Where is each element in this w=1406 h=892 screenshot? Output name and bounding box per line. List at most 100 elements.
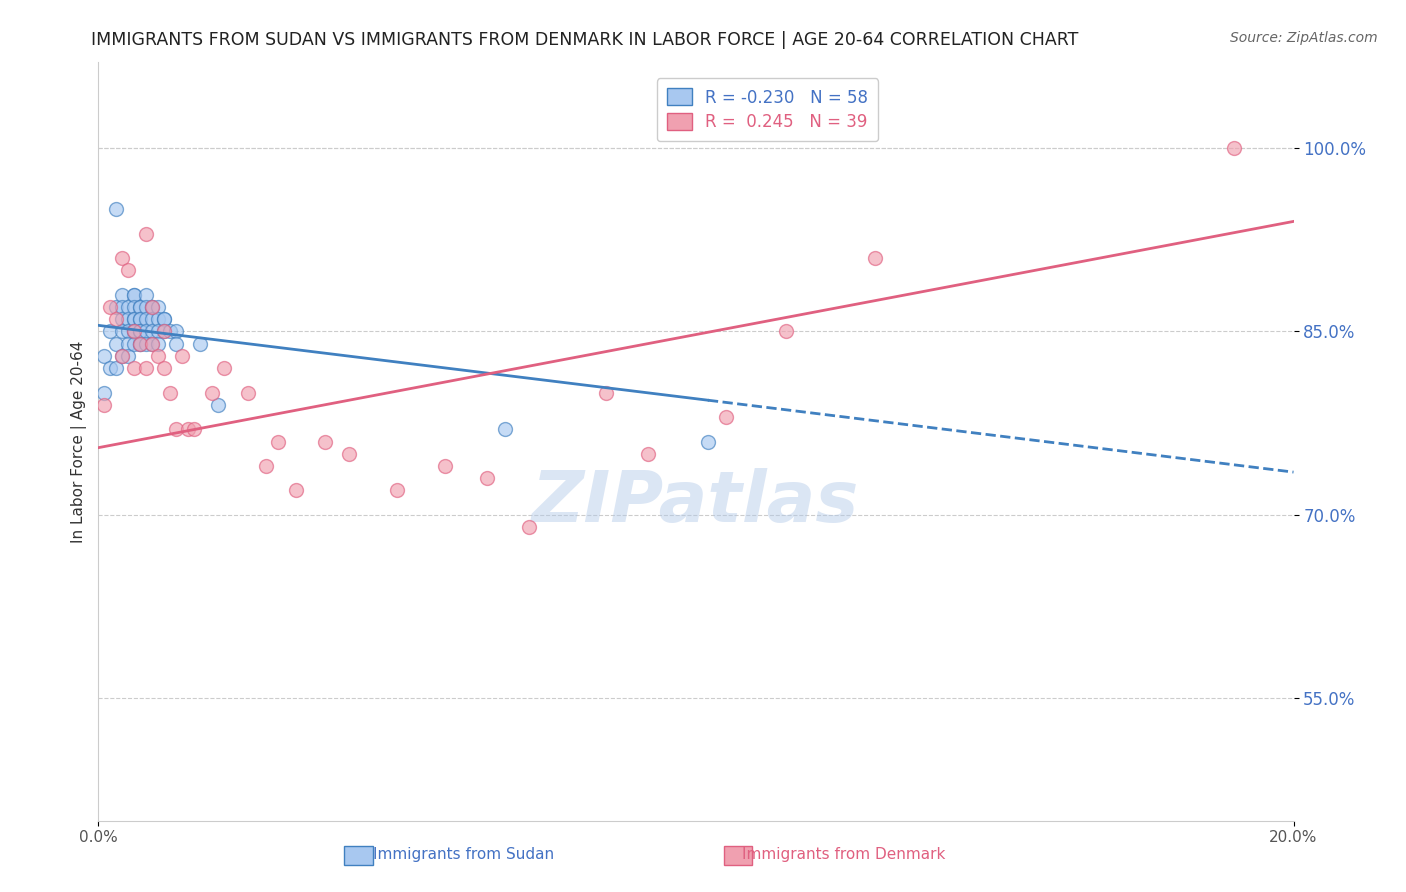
Point xyxy=(141,300,163,314)
Point xyxy=(98,361,122,376)
Point xyxy=(385,483,409,498)
Point xyxy=(148,336,170,351)
Point xyxy=(165,325,187,339)
Point xyxy=(236,385,259,400)
Point xyxy=(201,385,224,400)
Point xyxy=(129,325,152,339)
Point xyxy=(111,312,134,326)
Point xyxy=(124,300,146,314)
Point xyxy=(111,251,134,265)
Point xyxy=(105,336,128,351)
Text: IMMIGRANTS FROM SUDAN VS IMMIGRANTS FROM DENMARK IN LABOR FORCE | AGE 20-64 CORR: IMMIGRANTS FROM SUDAN VS IMMIGRANTS FROM… xyxy=(91,31,1078,49)
Point xyxy=(105,312,128,326)
Point xyxy=(339,447,361,461)
Legend: R = -0.230   N = 58, R =  0.245   N = 39: R = -0.230 N = 58, R = 0.245 N = 39 xyxy=(657,78,879,141)
Text: Source: ZipAtlas.com: Source: ZipAtlas.com xyxy=(1230,31,1378,45)
Point xyxy=(124,325,146,339)
Point xyxy=(129,336,152,351)
Point xyxy=(117,336,139,351)
Point xyxy=(111,325,134,339)
Point xyxy=(177,422,200,436)
Point xyxy=(117,325,139,339)
Point xyxy=(153,361,176,376)
Point xyxy=(148,325,170,339)
Point xyxy=(148,349,170,363)
Point xyxy=(129,312,152,326)
Point xyxy=(284,483,307,498)
Point xyxy=(111,300,134,314)
Point xyxy=(111,349,134,363)
Y-axis label: In Labor Force | Age 20-64: In Labor Force | Age 20-64 xyxy=(72,341,87,542)
Point xyxy=(105,202,128,217)
Point xyxy=(141,325,163,339)
Point xyxy=(111,287,134,301)
Point xyxy=(141,336,163,351)
Point xyxy=(124,287,146,301)
Point xyxy=(124,312,146,326)
Point xyxy=(637,447,659,461)
Point xyxy=(172,349,194,363)
Point xyxy=(159,385,181,400)
Point xyxy=(775,325,797,339)
Point xyxy=(517,520,540,534)
Point xyxy=(595,385,617,400)
Point xyxy=(267,434,290,449)
Point xyxy=(141,300,163,314)
Point xyxy=(434,458,457,473)
Point xyxy=(129,300,152,314)
Point xyxy=(141,336,163,351)
Point xyxy=(124,325,146,339)
Point xyxy=(153,312,176,326)
Point xyxy=(153,325,176,339)
Point xyxy=(117,349,139,363)
Point xyxy=(148,300,170,314)
Point xyxy=(105,361,128,376)
Point xyxy=(98,325,122,339)
Point xyxy=(183,422,205,436)
Point xyxy=(117,300,139,314)
Point xyxy=(1223,141,1246,155)
Point xyxy=(153,312,176,326)
Point xyxy=(135,287,157,301)
Point xyxy=(315,434,337,449)
Point xyxy=(475,471,498,485)
Point xyxy=(865,251,887,265)
Point xyxy=(254,458,277,473)
Point xyxy=(129,325,152,339)
Point xyxy=(494,422,516,436)
Point xyxy=(124,287,146,301)
Point xyxy=(697,434,720,449)
Text: Immigrants from Sudan: Immigrants from Sudan xyxy=(374,847,554,862)
Point xyxy=(141,312,163,326)
Point xyxy=(129,312,152,326)
Point xyxy=(129,300,152,314)
Point xyxy=(153,325,176,339)
Point xyxy=(141,300,163,314)
Point xyxy=(111,349,134,363)
Text: Immigrants from Denmark: Immigrants from Denmark xyxy=(742,847,945,862)
Point xyxy=(207,398,229,412)
Point xyxy=(714,410,737,425)
Point xyxy=(117,263,139,277)
Point xyxy=(129,336,152,351)
Point xyxy=(135,325,157,339)
Point xyxy=(93,349,115,363)
Point xyxy=(148,312,170,326)
Point xyxy=(135,227,157,241)
Point xyxy=(135,300,157,314)
Point xyxy=(159,325,181,339)
Point xyxy=(212,361,235,376)
Point xyxy=(124,325,146,339)
Text: ZIPatlas: ZIPatlas xyxy=(533,467,859,537)
Point xyxy=(135,312,157,326)
Point xyxy=(188,336,211,351)
Point xyxy=(93,398,115,412)
Point xyxy=(124,312,146,326)
Point xyxy=(124,361,146,376)
Point xyxy=(135,361,157,376)
Point xyxy=(98,300,122,314)
Point xyxy=(124,336,146,351)
Point xyxy=(105,300,128,314)
Point xyxy=(165,422,187,436)
Point xyxy=(165,336,187,351)
